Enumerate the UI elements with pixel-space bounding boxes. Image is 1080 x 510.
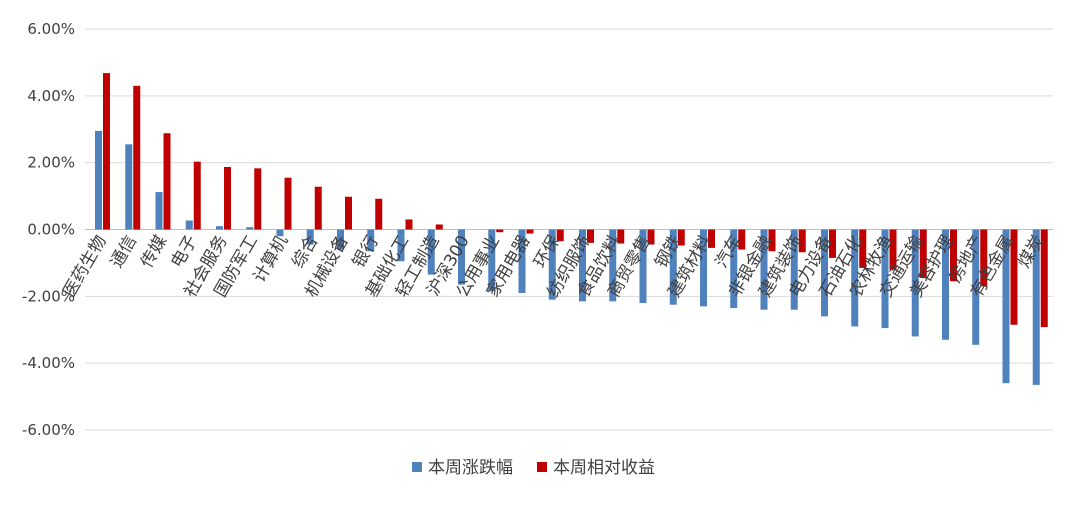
- y-axis: 6.00%4.00%2.00%0.00%-2.00%-4.00%-6.00%: [22, 20, 75, 439]
- bar-relative-return: [224, 167, 231, 229]
- bar-relative-return: [164, 133, 171, 229]
- x-tick-label: 通信: [107, 232, 141, 271]
- bar-relative-return: [103, 73, 110, 229]
- bar-series: [95, 73, 1048, 385]
- legend-swatch: [537, 462, 547, 472]
- y-tick-label: 6.00%: [27, 20, 75, 38]
- bar-relative-return: [285, 178, 292, 230]
- bar-weekly-change: [95, 131, 102, 230]
- bar-relative-return: [496, 230, 503, 233]
- bar-weekly-change: [186, 220, 193, 229]
- bar-relative-return: [133, 86, 140, 230]
- bar-relative-return: [406, 219, 413, 229]
- legend-label: 本周相对收益: [553, 458, 655, 478]
- bar-weekly-change: [125, 144, 132, 229]
- y-tick-label: 0.00%: [27, 221, 75, 239]
- bar-weekly-change: [246, 227, 253, 229]
- bar-weekly-change: [156, 192, 163, 229]
- y-tick-label: 4.00%: [27, 87, 75, 105]
- y-tick-label: 2.00%: [27, 154, 75, 172]
- bar-relative-return: [527, 230, 534, 234]
- legend-label: 本周涨跌幅: [428, 458, 513, 478]
- x-tick-label: 传媒: [137, 232, 171, 271]
- bar-relative-return: [254, 168, 261, 229]
- legend: 本周涨跌幅 本周相对收益: [412, 458, 655, 478]
- legend-swatch: [412, 462, 422, 472]
- bar-relative-return: [315, 187, 322, 230]
- bar-weekly-change: [216, 226, 223, 229]
- bar-relative-return: [194, 162, 201, 230]
- y-tick-label: -6.00%: [22, 421, 75, 439]
- y-tick-label: -4.00%: [22, 354, 75, 372]
- bar-relative-return: [375, 199, 382, 230]
- bar-relative-return: [345, 197, 352, 230]
- x-tick-label: 医药生物: [59, 232, 110, 301]
- bar-relative-return: [436, 224, 443, 229]
